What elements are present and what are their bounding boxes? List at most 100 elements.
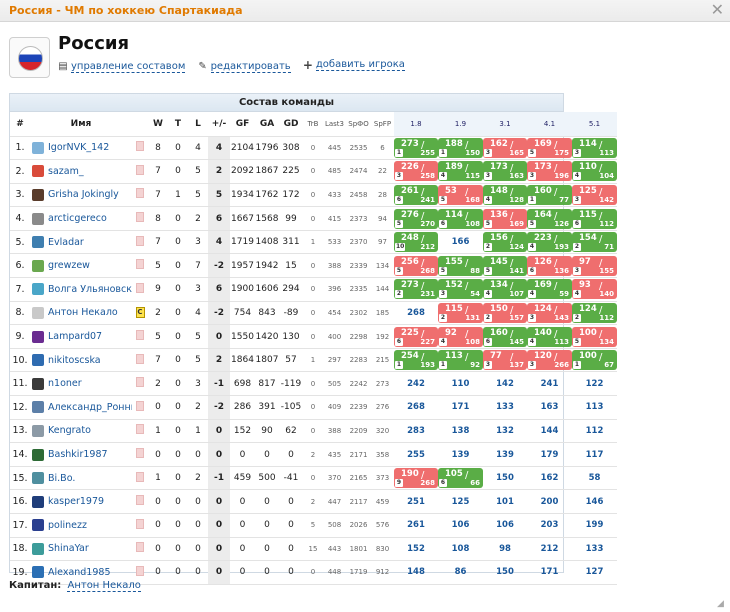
player-name-link[interactable]: nikitoscska bbox=[48, 354, 101, 366]
game-loss[interactable]: 93 /140 4 bbox=[572, 279, 617, 300]
game-score[interactable]: 58 bbox=[588, 473, 601, 484]
game-score[interactable]: 125 bbox=[451, 496, 470, 507]
game-score[interactable]: 110 bbox=[451, 378, 470, 389]
game-win[interactable]: 110/104 4 bbox=[572, 161, 617, 182]
game-win[interactable]: 100/67 1 bbox=[572, 350, 617, 371]
game-loss[interactable]: 226/258 3 bbox=[394, 161, 438, 182]
game-loss[interactable]: 225/227 6 bbox=[394, 326, 438, 347]
game-win[interactable]: 152/54 3 bbox=[438, 279, 483, 300]
game-score[interactable]: 163 bbox=[540, 402, 559, 413]
game-win[interactable]: 114/108 6 bbox=[438, 208, 483, 229]
game-win[interactable]: 261/241 6 bbox=[394, 184, 438, 205]
game-score[interactable]: 106 bbox=[451, 520, 470, 531]
game-loss[interactable]: 190/268 9 bbox=[394, 468, 438, 489]
game-win[interactable]: 105/66 6 bbox=[438, 468, 483, 489]
game-score[interactable]: 139 bbox=[451, 449, 470, 460]
game-win[interactable]: 115/112 6 bbox=[572, 208, 617, 229]
game-loss[interactable]: 126/136 6 bbox=[527, 255, 572, 276]
game-score[interactable]: 162 bbox=[540, 473, 559, 484]
game-score[interactable]: 98 bbox=[499, 543, 511, 554]
game-loss[interactable]: 97 /155 3 bbox=[572, 255, 617, 276]
game-score[interactable]: 113 bbox=[585, 402, 604, 413]
game-win[interactable]: 160/145 6 bbox=[483, 326, 527, 347]
game-score[interactable]: 150 bbox=[496, 473, 514, 484]
game-score[interactable]: 212 bbox=[540, 543, 559, 554]
game-score[interactable]: 144 bbox=[540, 425, 559, 436]
player-name-link[interactable]: Lampard07 bbox=[48, 331, 103, 343]
game-score[interactable]: 132 bbox=[496, 425, 514, 436]
game-win[interactable]: 155/88 5 bbox=[438, 255, 483, 276]
game-win[interactable]: 113/92 1 bbox=[438, 350, 483, 371]
player-name-link[interactable]: Bashkir1987 bbox=[48, 449, 108, 461]
game-win[interactable]: 124/112 2 bbox=[572, 302, 617, 323]
game-score[interactable]: 171 bbox=[451, 402, 470, 413]
game-score[interactable]: 251 bbox=[407, 496, 425, 507]
game-score[interactable]: 179 bbox=[540, 449, 559, 460]
game-loss[interactable]: 124/143 3 bbox=[527, 302, 572, 323]
game-score[interactable]: 268 bbox=[407, 402, 425, 413]
game-win[interactable]: 134/107 4 bbox=[483, 279, 527, 300]
player-name-link[interactable]: Grisha Jokingly bbox=[48, 189, 119, 201]
player-name-link[interactable]: Bi.Bo. bbox=[48, 472, 76, 484]
player-name-link[interactable]: kasper1979 bbox=[48, 496, 105, 508]
game-score[interactable]: 112 bbox=[585, 425, 604, 436]
game-score[interactable]: 127 bbox=[585, 567, 604, 578]
game-win[interactable]: 189/115 4 bbox=[438, 161, 483, 182]
game-score[interactable]: 199 bbox=[585, 520, 604, 531]
game-score[interactable]: 203 bbox=[540, 520, 559, 531]
player-name-link[interactable]: polinezz bbox=[48, 519, 87, 531]
game-win[interactable]: 160/77 1 bbox=[527, 184, 572, 205]
edit-button[interactable]: ✎ редактировать bbox=[198, 61, 291, 73]
game-loss[interactable]: 136/169 5 bbox=[483, 208, 527, 229]
game-win[interactable]: 148/128 4 bbox=[483, 184, 527, 205]
game-score[interactable]: 139 bbox=[496, 449, 514, 460]
game-win[interactable]: 140/113 4 bbox=[527, 326, 572, 347]
game-win[interactable]: 173/163 3 bbox=[483, 161, 527, 182]
player-name-link[interactable]: ShinaYar bbox=[48, 543, 89, 555]
game-win[interactable]: 114/113 3 bbox=[572, 137, 617, 158]
game-score[interactable]: 122 bbox=[585, 378, 604, 389]
game-score[interactable]: 283 bbox=[407, 425, 425, 436]
game-score[interactable]: 200 bbox=[540, 496, 559, 507]
game-score[interactable]: 138 bbox=[451, 425, 470, 436]
game-loss[interactable]: 173/196 3 bbox=[527, 161, 572, 182]
game-score[interactable]: 166 bbox=[451, 237, 470, 248]
captain-link[interactable]: Антон Некало bbox=[67, 580, 141, 592]
game-score[interactable]: 146 bbox=[585, 496, 604, 507]
game-score[interactable]: 261 bbox=[407, 520, 425, 531]
player-name-link[interactable]: arcticgereco bbox=[48, 213, 107, 225]
game-score[interactable]: 152 bbox=[407, 543, 425, 554]
game-win[interactable]: 188/150 1 bbox=[438, 137, 483, 158]
game-score[interactable]: 106 bbox=[496, 520, 514, 531]
player-name-link[interactable]: n1oner bbox=[48, 378, 82, 390]
game-score[interactable]: 148 bbox=[407, 567, 425, 578]
game-loss[interactable]: 125/142 3 bbox=[572, 184, 617, 205]
add-player-button[interactable]: + добавить игрока bbox=[303, 59, 405, 71]
game-score[interactable]: 242 bbox=[407, 378, 425, 389]
game-score[interactable]: 117 bbox=[585, 449, 604, 460]
game-win[interactable]: 248/212 10 bbox=[394, 232, 438, 253]
game-score[interactable]: 133 bbox=[585, 543, 604, 554]
game-win[interactable]: 169/59 4 bbox=[527, 279, 572, 300]
game-loss[interactable]: 150/157 2 bbox=[483, 302, 527, 323]
game-win[interactable]: 156/124 2 bbox=[483, 232, 527, 253]
game-loss[interactable]: 169/175 5 bbox=[527, 137, 572, 158]
game-loss[interactable]: 92 /108 4 bbox=[438, 326, 483, 347]
player-name-link[interactable]: Александр_Ронни bbox=[48, 401, 132, 413]
game-win[interactable]: 164/126 5 bbox=[527, 208, 572, 229]
game-score[interactable]: 241 bbox=[540, 378, 559, 389]
game-score[interactable]: 150 bbox=[496, 567, 514, 578]
game-win[interactable]: 273/255 1 bbox=[394, 137, 438, 158]
player-name-link[interactable]: Alexand1985 bbox=[48, 566, 111, 578]
game-win[interactable]: 276/270 5 bbox=[394, 208, 438, 229]
player-name-link[interactable]: Волга Ульяновск вле bbox=[48, 283, 132, 295]
manage-roster-button[interactable]: ▤ управление составом bbox=[58, 61, 186, 73]
game-win[interactable]: 254/193 1 bbox=[394, 350, 438, 371]
game-score[interactable]: 268 bbox=[407, 307, 425, 318]
game-score[interactable]: 255 bbox=[407, 449, 425, 460]
game-score[interactable]: 171 bbox=[540, 567, 559, 578]
game-loss[interactable]: 115/131 2 bbox=[438, 302, 483, 323]
player-name-link[interactable]: grewzew bbox=[48, 260, 90, 272]
game-loss[interactable]: 256/268 5 bbox=[394, 255, 438, 276]
close-icon[interactable]: ✕ bbox=[710, 0, 724, 19]
